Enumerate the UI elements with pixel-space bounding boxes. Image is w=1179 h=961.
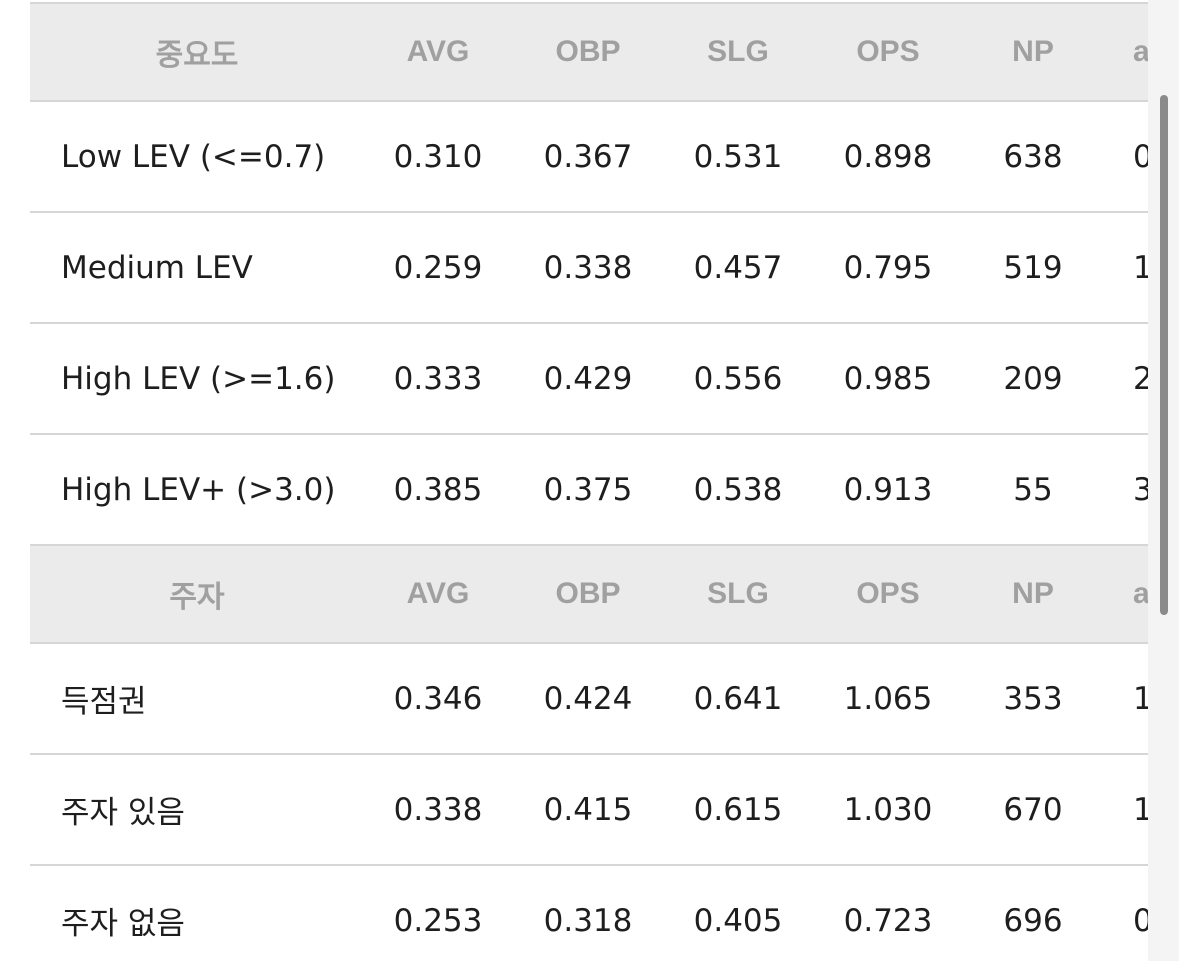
header-cell: OBP	[555, 577, 621, 610]
table-cell: 0.338	[393, 791, 483, 828]
table-cell: 0.385	[393, 471, 483, 508]
table-cell: 0.556	[693, 360, 783, 397]
table-cell: 0.259	[393, 249, 483, 286]
table-cell: 0.318	[543, 902, 633, 939]
header-cell: SLG	[707, 35, 769, 68]
table-cell: 0.985	[843, 360, 933, 397]
header-cell: OPS	[856, 577, 920, 610]
header-cell: 주자	[169, 581, 225, 614]
header-cell: NP	[1012, 577, 1054, 610]
table-cell: 209	[1003, 360, 1063, 397]
table-cell: 0.367	[543, 138, 633, 175]
table-cell: 0.415	[543, 791, 633, 828]
table-cell: 638	[1003, 138, 1063, 175]
header-cell: OPS	[856, 35, 920, 68]
table-cell: 0.405	[693, 902, 783, 939]
header-cell: OBP	[555, 35, 621, 68]
table-cell: 득점권	[61, 684, 147, 720]
table-cell: 2	[1133, 360, 1148, 397]
scrollbar[interactable]	[1160, 95, 1168, 615]
table-cell: 670	[1003, 791, 1063, 828]
table-cell: 353	[1003, 680, 1063, 717]
table-cell: 3	[1133, 471, 1148, 508]
table-cell: Low LEV (<=0.7)	[61, 138, 326, 175]
table-cell: High LEV+ (>3.0)	[61, 471, 336, 508]
header-cell: a	[1133, 577, 1148, 610]
table-cell: 0.615	[693, 791, 783, 828]
header-cell: AVG	[406, 35, 470, 68]
table-cell: 519	[1003, 249, 1063, 286]
header-cell: SLG	[707, 577, 769, 610]
table-cell: 0.375	[543, 471, 633, 508]
table-cell: 0.338	[543, 249, 633, 286]
table-cell: 0.333	[393, 360, 483, 397]
table-cell: Medium LEV	[61, 249, 253, 286]
table-cell: 주자 없음	[61, 906, 185, 942]
table-cell: 0.346	[393, 680, 483, 717]
table-cell: 0	[1133, 902, 1148, 939]
header-cell: a	[1133, 35, 1148, 68]
stats-table: 중요도 AVG OBP SLG OPS NP a Low LEV (<=0.7) 0.310 0.…	[30, 0, 1148, 961]
table-cell: 0.898	[843, 138, 933, 175]
table-cell: 주자 있음	[61, 795, 185, 831]
data-row: High LEV+ (>3.0) 0.385 0.375 0.538 0.913 55 3	[30, 435, 1148, 546]
table-cell: 0.641	[693, 680, 783, 717]
data-row: Medium LEV 0.259 0.338 0.457 0.795 519 1	[30, 213, 1148, 324]
data-row: 주자 있음 0.338 0.415 0.615 1.030 670 1	[30, 755, 1148, 866]
header-cell: AVG	[406, 577, 470, 610]
data-row: 득점권 0.346 0.424 0.641 1.065 353 1	[30, 644, 1148, 755]
table-cell: 1.030	[843, 791, 933, 828]
table-cell: 0.795	[843, 249, 933, 286]
table-cell: 1	[1133, 680, 1148, 717]
header-row: 주자 AVG OBP SLG OPS NP a	[30, 544, 1148, 644]
table-cell: 696	[1003, 902, 1063, 939]
table-cell: 1	[1133, 249, 1148, 286]
table-cell: 0.531	[693, 138, 783, 175]
table-cell: 0.253	[393, 902, 483, 939]
table-cell: 0.538	[693, 471, 783, 508]
table-cell: High LEV (>=1.6)	[61, 360, 336, 397]
table-cell: 0.310	[393, 138, 483, 175]
table-cell: 0.429	[543, 360, 633, 397]
table-cell: 0.457	[693, 249, 783, 286]
header-row: 중요도 AVG OBP SLG OPS NP a	[30, 2, 1148, 102]
header-cell: 중요도	[155, 39, 239, 72]
table-cell: 0.913	[843, 471, 933, 508]
data-row: Low LEV (<=0.7) 0.310 0.367 0.531 0.898 638 0	[30, 102, 1148, 213]
table-cell: 1.065	[843, 680, 933, 717]
table-cell: 0.723	[843, 902, 933, 939]
table-cell: 0.424	[543, 680, 633, 717]
data-row: High LEV (>=1.6) 0.333 0.429 0.556 0.985 209 2	[30, 324, 1148, 435]
table-cell: 55	[1013, 471, 1053, 508]
table-cell: 1	[1133, 791, 1148, 828]
table-cell: 0	[1133, 138, 1148, 175]
header-cell: NP	[1012, 35, 1054, 68]
data-row: 주자 없음 0.253 0.318 0.405 0.723 696 0	[30, 866, 1148, 961]
